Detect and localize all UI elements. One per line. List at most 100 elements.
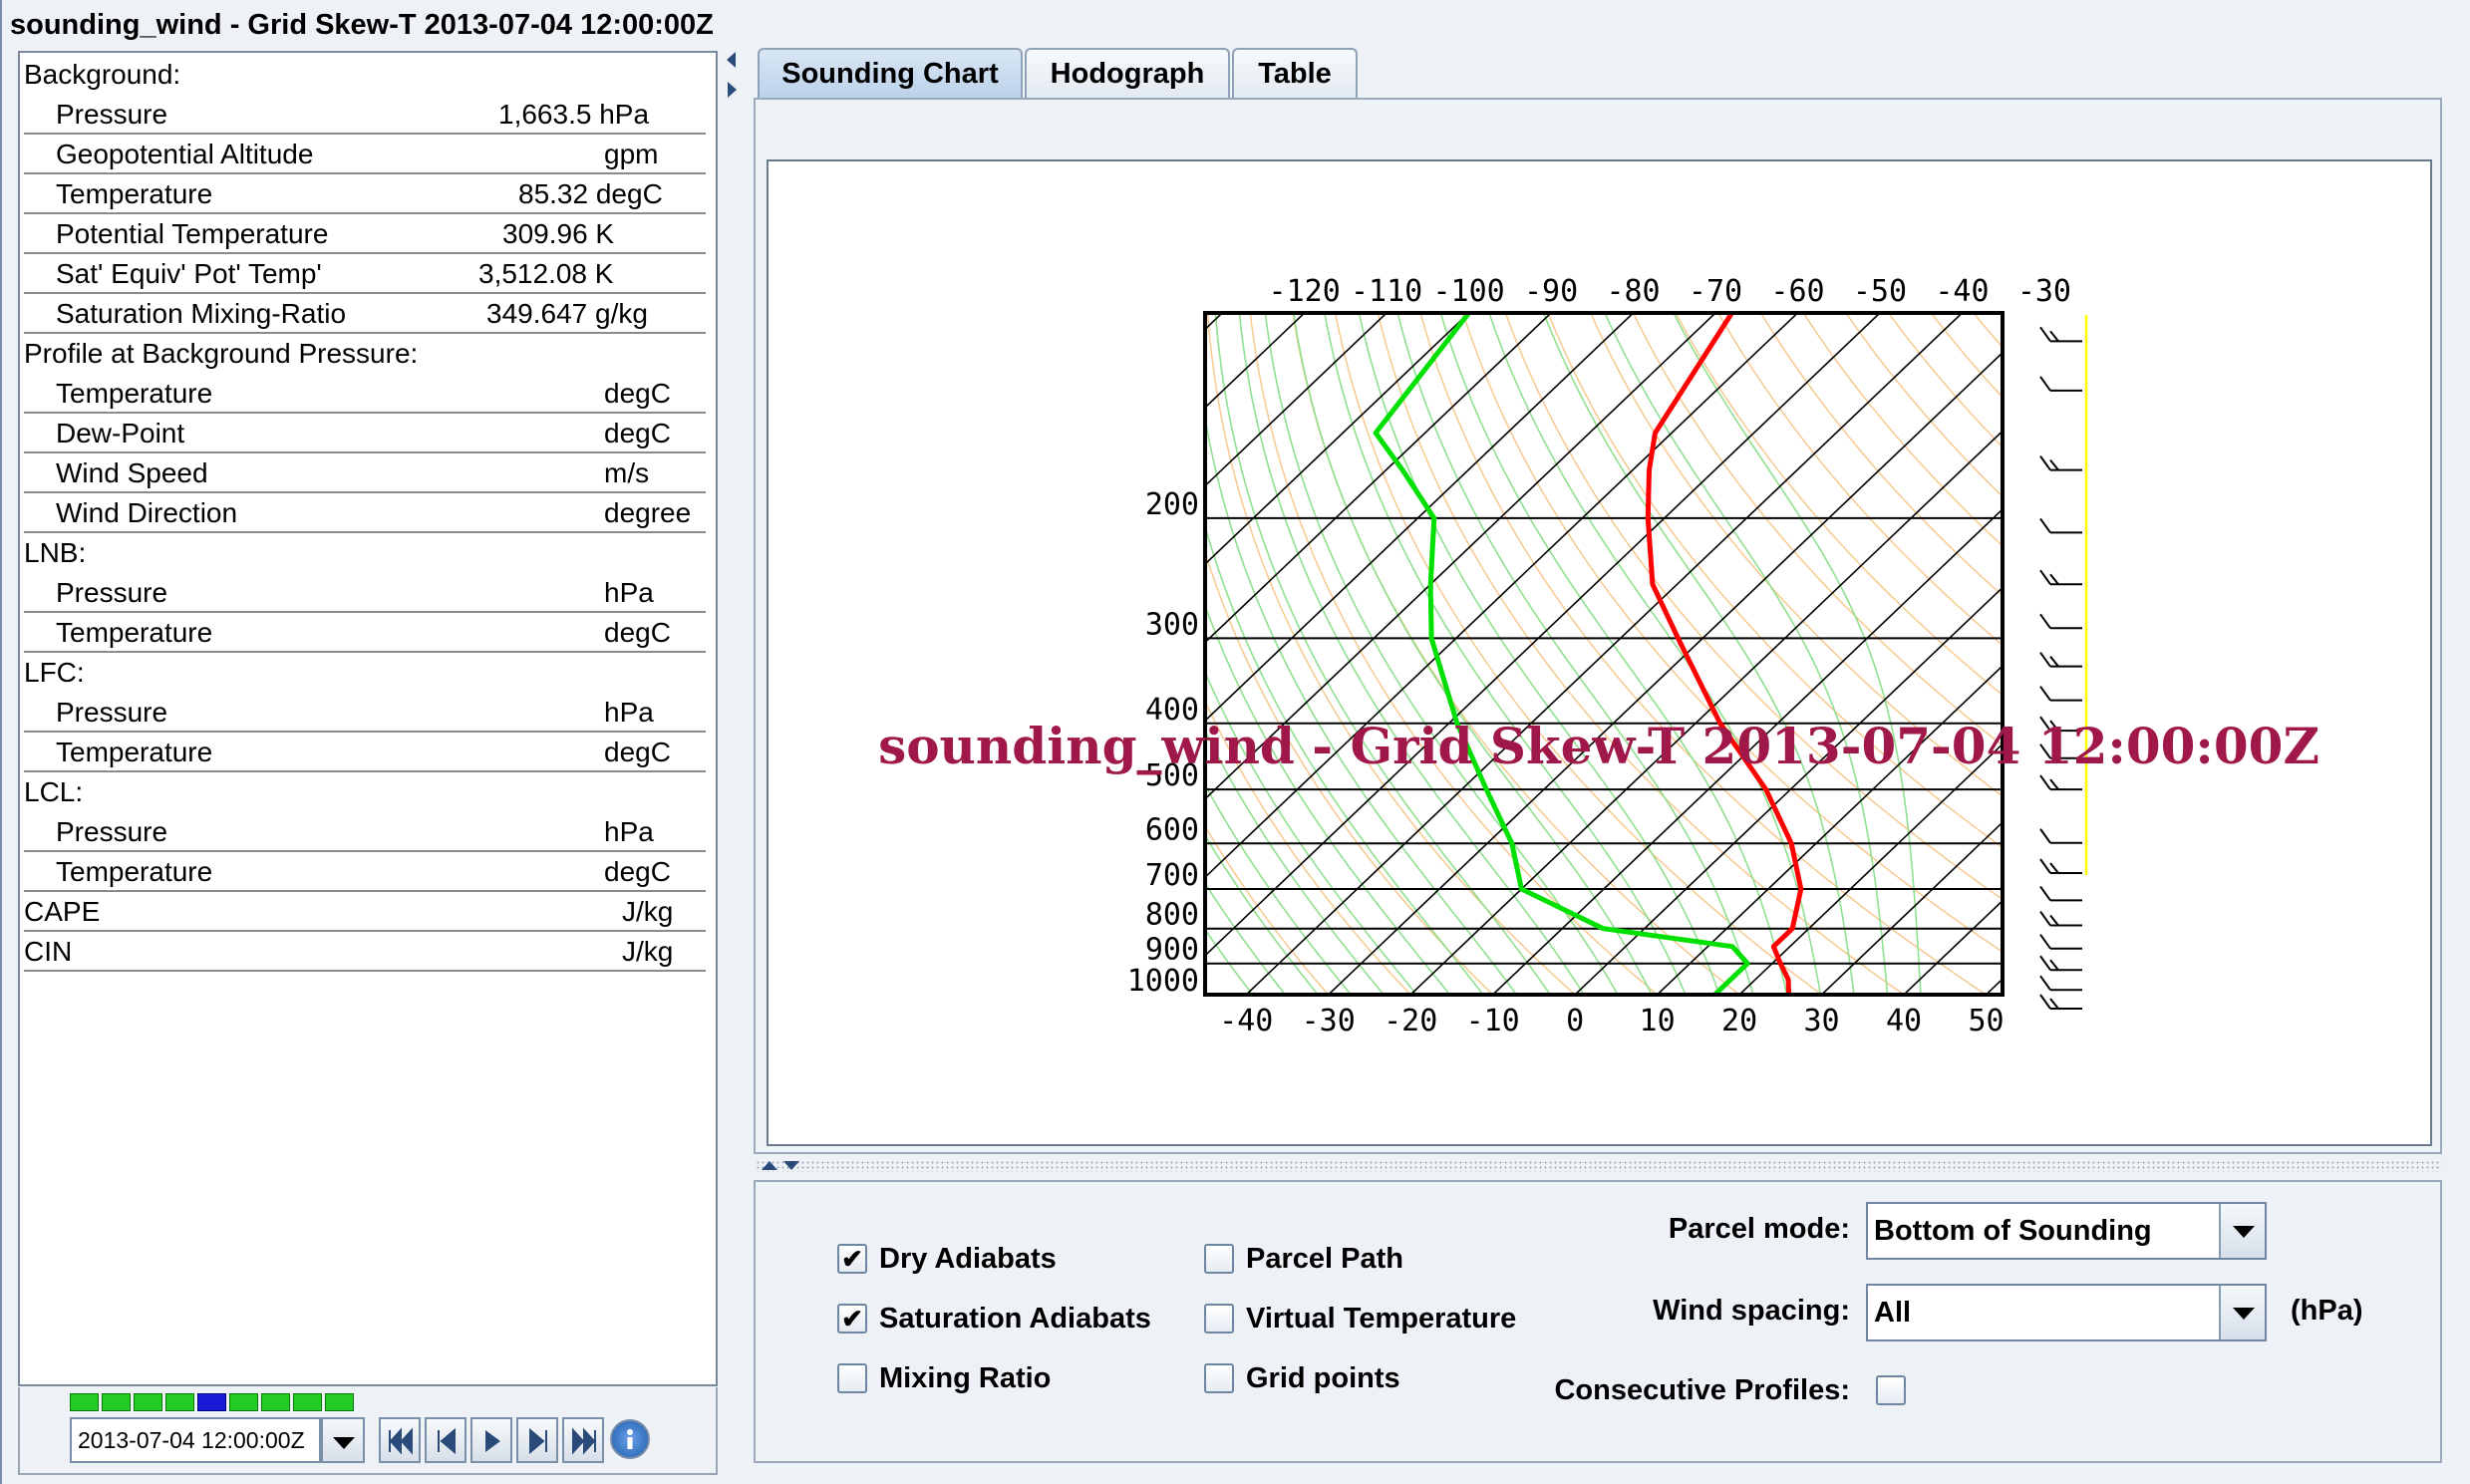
dry-adiabat [1973,313,2003,349]
check-icon: ✔ [841,1244,863,1274]
wind-barb-flag [2039,652,2051,668]
saturation-adiabat [1205,670,1418,995]
dry-adiabat [1845,313,2003,498]
saturation-adiabat [1205,782,1353,995]
wind-spacing-dropdown-button[interactable] [2219,1286,2265,1339]
isotherm-line [1205,313,1389,487]
top-temperature-tick-label: -80 [1606,274,1660,309]
dry-adiabat [1802,313,2003,547]
parcel-mode-select[interactable]: Bottom of Sounding [1866,1202,2267,1260]
pressure-tick-label: 400 [1145,693,1199,728]
wind-barb-flag [2039,994,2051,1010]
dry-adiabat [1205,549,1494,995]
collapse-arrows-icon[interactable] [760,1158,811,1172]
readout-value: gpm [604,139,659,169]
wind-barb-flag [2039,376,2051,392]
readout-row: Wind Speed m/s [24,453,706,493]
readout-row: Dew-Point degC [24,414,706,453]
timeline-tick[interactable] [70,1393,99,1411]
wind-barb-flag [2039,455,2051,471]
readout-row: Potential Temperature 309.96 K [24,214,706,254]
step-back-button[interactable] [425,1417,466,1463]
mixing-ratio-checkbox[interactable] [837,1363,867,1393]
virtual-temperature-checkbox[interactable] [1204,1304,1234,1334]
readout-value: degC [604,737,671,767]
saturation-adiabat [1205,414,1518,995]
dry-adiabats-checkbox[interactable]: ✔ [837,1244,867,1274]
saturation-adiabat [1205,729,1386,995]
play-button[interactable] [470,1417,512,1463]
isotherm-line [1737,742,2003,995]
consecutive-profiles-checkbox[interactable] [1876,1375,1906,1405]
tab-sounding-chart[interactable]: Sounding Chart [758,48,1023,98]
readout-row: Saturation Mixing-Ratio 349.647 g/kg [24,294,706,334]
time-selector[interactable]: 2013-07-04 12:00:00Z [70,1417,321,1463]
wind-barb-flag [2039,569,2051,585]
split-pane-divider[interactable] [756,1160,2442,1172]
isotherm-line [1902,899,2003,995]
split-toggle-icon[interactable] [724,50,740,110]
bottom-temperature-tick-label: 30 [1803,1004,1839,1039]
section-lfc: LFC: [24,653,706,693]
readout-label: Temperature [56,378,213,409]
grid-points-checkbox[interactable] [1204,1363,1234,1393]
isotherm-line [1205,313,1882,957]
saturation-adiabat [1205,833,1320,995]
timeline-tick[interactable] [165,1393,194,1411]
wind-barb-flag [2039,613,2051,629]
wind-barb-flag [2049,459,2059,471]
parcel-mode-dropdown-button[interactable] [2219,1204,2265,1258]
timeline-tick[interactable] [293,1393,322,1411]
readout-panel: Background: Pressure 1,663.5 hPa Geopoten… [18,51,718,1386]
step-forward-button[interactable] [516,1417,558,1463]
section-background: Background: [24,55,706,95]
timeline-tick[interactable] [134,1393,162,1411]
readout-value: hPa [604,816,654,847]
wind-spacing-select[interactable]: All [1866,1284,2267,1341]
top-temperature-tick-label: -50 [1853,274,1907,309]
timeline-tick[interactable] [229,1393,258,1411]
first-frame-button[interactable] [379,1417,421,1463]
parcel-path-checkbox[interactable] [1204,1244,1234,1274]
timeline-tick[interactable] [325,1393,354,1411]
last-frame-button[interactable] [562,1417,604,1463]
virtual-temperature-label: Virtual Temperature [1246,1303,1517,1335]
bottom-temperature-tick-label: 40 [1886,1004,1922,1039]
timeline-tick[interactable] [102,1393,131,1411]
saturation-adiabat [1205,523,1484,995]
readout-row: Geopotential Altitude gpm [24,135,706,174]
timeline-tick[interactable] [261,1393,290,1411]
isotherm-line [769,298,909,1010]
bottom-temperature-tick-label: 50 [1968,1004,2004,1039]
timeline-tick[interactable] [197,1393,226,1411]
readout-label: Wind Speed [56,457,208,488]
readout-label: Temperature [56,737,213,767]
time-dropdown-button[interactable] [321,1417,365,1463]
saturation-adiabat [1542,313,1855,995]
grid-points-label: Grid points [1246,1362,1400,1394]
saturation-adiabat [1673,313,1922,995]
bottom-temperature-tick-label: 20 [1721,1004,1757,1039]
isotherm-line [1820,821,2003,995]
dry-adiabat [1377,313,1906,995]
readout-row: Sat' Equiv' Pot' Temp' 3,512.08 K [24,254,706,294]
last-icon [572,1427,596,1455]
wind-barb-flag [2039,910,2051,927]
info-button[interactable] [610,1419,650,1459]
wind-barb-flag [2039,686,2051,702]
wind-barb-flag [2039,975,2051,991]
sounding-chart[interactable]: -120 -110 -100 -90 -80 -70 -60 -50 -40 -30 -40 -30-… [767,159,2432,1146]
tab-table[interactable]: Table [1232,48,1358,98]
section-profile: Profile at Background Pressure: [24,334,706,374]
saturation-adiabats-checkbox[interactable]: ✔ [837,1304,867,1334]
step-back-icon [438,1427,456,1455]
top-temperature-tick-label: -60 [1770,274,1824,309]
parcel-mode-value: Bottom of Sounding [1874,1215,2152,1247]
pressure-tick-label: 700 [1145,858,1199,893]
tab-hodograph[interactable]: Hodograph [1025,48,1230,98]
pressure-tick-label: 900 [1145,933,1199,968]
bottom-temperature-tick-label: 0 [1566,1004,1584,1039]
isotherm-line [1205,313,1306,410]
dry-adiabat [1887,313,2003,448]
